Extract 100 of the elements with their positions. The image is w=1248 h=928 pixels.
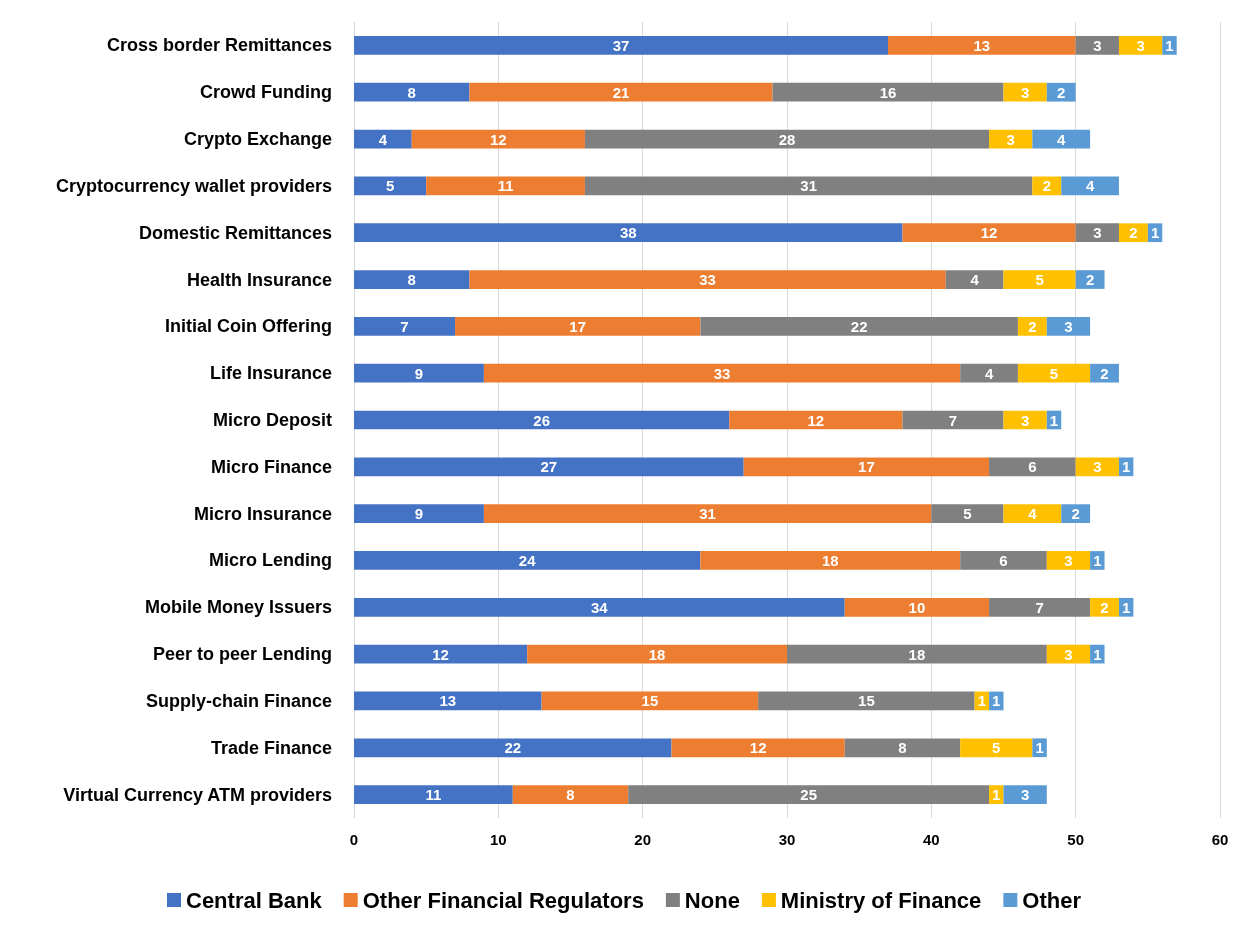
- data-label: 5: [963, 505, 972, 523]
- data-label: 1: [1122, 458, 1131, 476]
- data-label: 1: [1093, 551, 1102, 569]
- data-label: 12: [807, 411, 825, 429]
- bar: [628, 785, 990, 804]
- bar: [1003, 270, 1076, 289]
- data-label: 4: [378, 130, 388, 148]
- bar: [354, 36, 889, 55]
- data-label: 4: [1057, 130, 1067, 148]
- data-label: 12: [432, 645, 449, 663]
- bar: [1075, 270, 1105, 289]
- data-label: 3: [1136, 36, 1145, 54]
- data-label: 33: [713, 364, 731, 382]
- y-tick-label: Micro Deposit: [212, 410, 332, 430]
- data-label: 11: [497, 177, 514, 195]
- data-label: 1: [1150, 224, 1160, 242]
- data-label: 18: [821, 551, 839, 569]
- data-label: 3: [1093, 224, 1102, 242]
- bar: [354, 691, 542, 711]
- bar: [512, 785, 629, 804]
- data-label: 13: [439, 692, 457, 710]
- y-tick-label: Crowd Funding: [200, 82, 332, 103]
- y-tick-label: Micro Insurance: [193, 503, 332, 524]
- data-label: 24: [518, 551, 537, 569]
- data-label: 3: [1020, 83, 1030, 101]
- bar: [989, 597, 1091, 617]
- data-label: 27: [540, 458, 558, 476]
- bar: [772, 82, 1004, 102]
- data-label: 4: [1085, 177, 1095, 195]
- data-label: 6: [1028, 458, 1037, 476]
- data-label: 5: [1049, 364, 1059, 382]
- data-label: 1: [1093, 645, 1102, 663]
- bar: [945, 270, 1004, 289]
- x-tick-label: 0: [349, 831, 359, 848]
- y-tick-label: Crypto Exchange: [183, 129, 332, 150]
- data-label: 9: [414, 505, 424, 523]
- y-tick-label: Initial Coin Offering: [165, 316, 332, 337]
- data-label: 10: [908, 598, 926, 616]
- data-label: 3: [1093, 458, 1102, 476]
- data-label: 5: [1035, 271, 1044, 289]
- bar: [1075, 223, 1119, 243]
- bar: [902, 223, 1076, 243]
- data-label: 8: [898, 739, 907, 757]
- data-label: 3: [1064, 317, 1073, 335]
- data-label: 5: [385, 177, 395, 195]
- data-label: 1: [1165, 36, 1174, 54]
- bar: [483, 504, 932, 524]
- bar: [541, 691, 759, 711]
- data-label: 3: [1093, 36, 1102, 54]
- data-label: 22: [850, 317, 868, 335]
- bar: [758, 691, 975, 711]
- data-label: 5: [992, 739, 1001, 757]
- data-label: 13: [973, 36, 991, 54]
- data-label: 15: [858, 692, 875, 710]
- bar: [469, 270, 946, 289]
- bar: [1003, 504, 1062, 524]
- data-label: 8: [407, 271, 416, 289]
- data-label: 31: [800, 177, 817, 195]
- y-tick-label: Cryptocurrency wallet providers: [55, 175, 332, 196]
- bar: [931, 504, 1004, 524]
- bar: [1017, 363, 1091, 383]
- bar: [1003, 82, 1047, 102]
- y-tick-label: Micro Finance: [210, 456, 332, 477]
- bar: [1090, 597, 1119, 617]
- bar: [844, 597, 990, 617]
- bar: [1090, 363, 1119, 383]
- y-tick-label: Peer to peer Lending: [152, 644, 332, 665]
- x-tick-label: 20: [634, 831, 652, 848]
- x-tick-label: 30: [778, 831, 796, 848]
- bar: [354, 176, 427, 196]
- bar: [700, 551, 961, 570]
- bar: [354, 738, 672, 758]
- data-label: 3: [1020, 411, 1030, 429]
- data-label: 3: [1020, 786, 1030, 804]
- y-tick-label: Virtual Currency ATM providers: [63, 784, 332, 805]
- bar: [700, 316, 1018, 336]
- x-tick-label: 40: [922, 831, 940, 848]
- data-label: 1: [992, 692, 1001, 710]
- data-label: 12: [489, 130, 507, 148]
- bar: [354, 82, 470, 102]
- bar: [584, 129, 990, 149]
- data-label: 11: [425, 786, 442, 804]
- bar: [989, 457, 1076, 477]
- data-label: 2: [1057, 83, 1066, 101]
- data-label: 2: [1042, 177, 1051, 195]
- bar: [584, 176, 1033, 196]
- bar: [1046, 551, 1091, 570]
- bar: [354, 785, 513, 804]
- data-label: 8: [407, 83, 416, 101]
- bar: [844, 738, 961, 758]
- data-label: 7: [400, 317, 409, 335]
- bar: [527, 644, 787, 664]
- bar: [354, 363, 484, 383]
- bar: [455, 316, 701, 336]
- bar: [888, 36, 1076, 55]
- bar: [1061, 176, 1119, 196]
- bar: [1118, 36, 1163, 55]
- data-label: 2: [1085, 271, 1095, 289]
- data-label: 4: [1028, 505, 1038, 523]
- bar: [426, 176, 585, 196]
